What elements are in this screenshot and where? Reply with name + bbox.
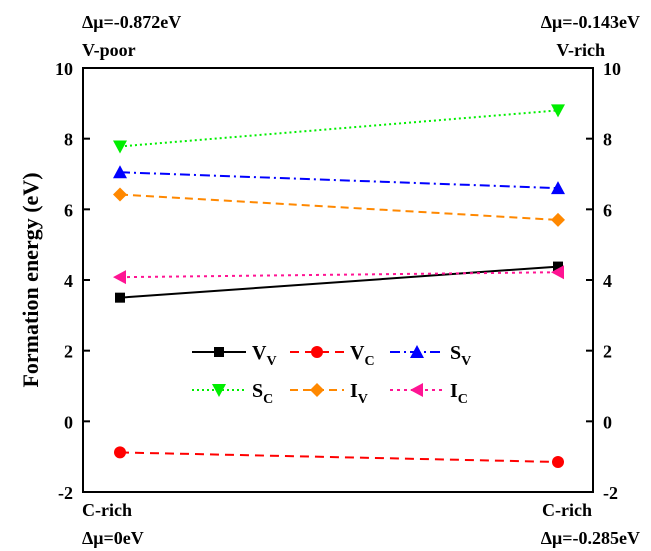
data-point bbox=[553, 261, 563, 272]
legend-label-subscript: C bbox=[458, 392, 468, 407]
legend-entry: IV bbox=[290, 380, 368, 407]
y-tick-label-left: 10 bbox=[55, 59, 73, 79]
data-point bbox=[114, 446, 126, 459]
legend-label-main: S bbox=[450, 342, 461, 364]
legend-label: SV bbox=[450, 342, 471, 369]
series-v-v bbox=[115, 261, 563, 303]
data-point bbox=[113, 270, 126, 285]
y-tick-label-right: 8 bbox=[603, 130, 612, 150]
legend-label-subscript: V bbox=[358, 392, 368, 407]
data-point bbox=[113, 165, 127, 179]
legend-marker bbox=[212, 384, 226, 397]
y-tick-label-left: -2 bbox=[58, 483, 73, 503]
legend-label-main: I bbox=[450, 380, 458, 402]
legend-entry: IC bbox=[390, 380, 468, 407]
legend-label: IV bbox=[350, 380, 368, 407]
y-tick-label-left: 0 bbox=[64, 412, 73, 432]
series-v-c bbox=[114, 446, 564, 468]
series-line bbox=[119, 265, 559, 299]
legend-label-subscript: C bbox=[364, 354, 374, 369]
y-tick-label-right: -2 bbox=[603, 483, 618, 503]
legend-marker bbox=[410, 383, 423, 397]
legend-label: SC bbox=[252, 380, 273, 407]
series-s-c bbox=[113, 104, 565, 154]
data-point bbox=[551, 181, 565, 195]
legend-marker bbox=[311, 346, 323, 358]
legend-marker bbox=[410, 345, 424, 358]
series-line bbox=[119, 171, 559, 190]
legend-entry: SV bbox=[390, 342, 471, 369]
series-line bbox=[119, 109, 559, 148]
series-i-c bbox=[113, 265, 564, 285]
legend-label-main: S bbox=[252, 380, 263, 402]
y-tick-label-right: 10 bbox=[603, 59, 621, 79]
legend-label: VC bbox=[350, 342, 375, 369]
legend-marker bbox=[310, 383, 324, 397]
legend-label: IC bbox=[450, 380, 468, 407]
series-s-v bbox=[113, 165, 565, 195]
series-line bbox=[119, 193, 559, 221]
legend-entry: VC bbox=[290, 342, 375, 369]
legend-label-subscript: C bbox=[263, 392, 273, 407]
legend-label-main: I bbox=[350, 380, 358, 402]
y-tick-label-right: 4 bbox=[603, 271, 612, 291]
data-point bbox=[113, 187, 127, 202]
series-line bbox=[119, 271, 559, 279]
legend-entry: SC bbox=[192, 380, 273, 407]
annotation-top-right-condition: V-rich bbox=[556, 40, 605, 60]
series-i-v bbox=[113, 187, 565, 227]
legend-label-subscript: V bbox=[461, 354, 471, 369]
annotation-top-right-delta: Δμ=-0.143eV bbox=[541, 12, 640, 32]
y-tick-label-left: 6 bbox=[64, 200, 73, 220]
x-category-label-left: C-rich bbox=[82, 500, 132, 520]
data-point bbox=[551, 104, 565, 118]
legend-entry: VV bbox=[192, 342, 277, 369]
y-tick-label-right: 2 bbox=[603, 342, 612, 362]
y-axis-label: Formation energy (eV) bbox=[18, 172, 43, 387]
data-point bbox=[113, 140, 127, 154]
legend-label-main: V bbox=[252, 342, 267, 364]
annotation-bottom-right-delta: Δμ=-0.285eV bbox=[541, 528, 640, 548]
y-tick-label-right: 6 bbox=[603, 200, 612, 220]
legend-label: VV bbox=[252, 342, 277, 369]
y-tick-label-right: 0 bbox=[603, 412, 612, 432]
data-point bbox=[115, 292, 125, 303]
y-tick-label-left: 8 bbox=[64, 130, 73, 150]
plot-frame bbox=[82, 67, 594, 493]
legend-marker bbox=[214, 347, 224, 357]
data-point bbox=[551, 265, 564, 280]
data-point bbox=[552, 455, 564, 468]
x-category-label-right: C-rich bbox=[542, 500, 592, 520]
y-tick-label-left: 2 bbox=[64, 342, 73, 362]
series-line bbox=[119, 451, 559, 463]
annotation-top-left-delta: Δμ=-0.872eV bbox=[82, 12, 181, 32]
legend-label-main: V bbox=[350, 342, 365, 364]
annotation-top-left-condition: V-poor bbox=[82, 40, 136, 60]
y-tick-label-left: 4 bbox=[64, 271, 73, 291]
legend-label-subscript: V bbox=[266, 354, 276, 369]
annotation-bottom-left-delta: Δμ=0eV bbox=[82, 528, 144, 548]
data-point bbox=[551, 212, 565, 227]
